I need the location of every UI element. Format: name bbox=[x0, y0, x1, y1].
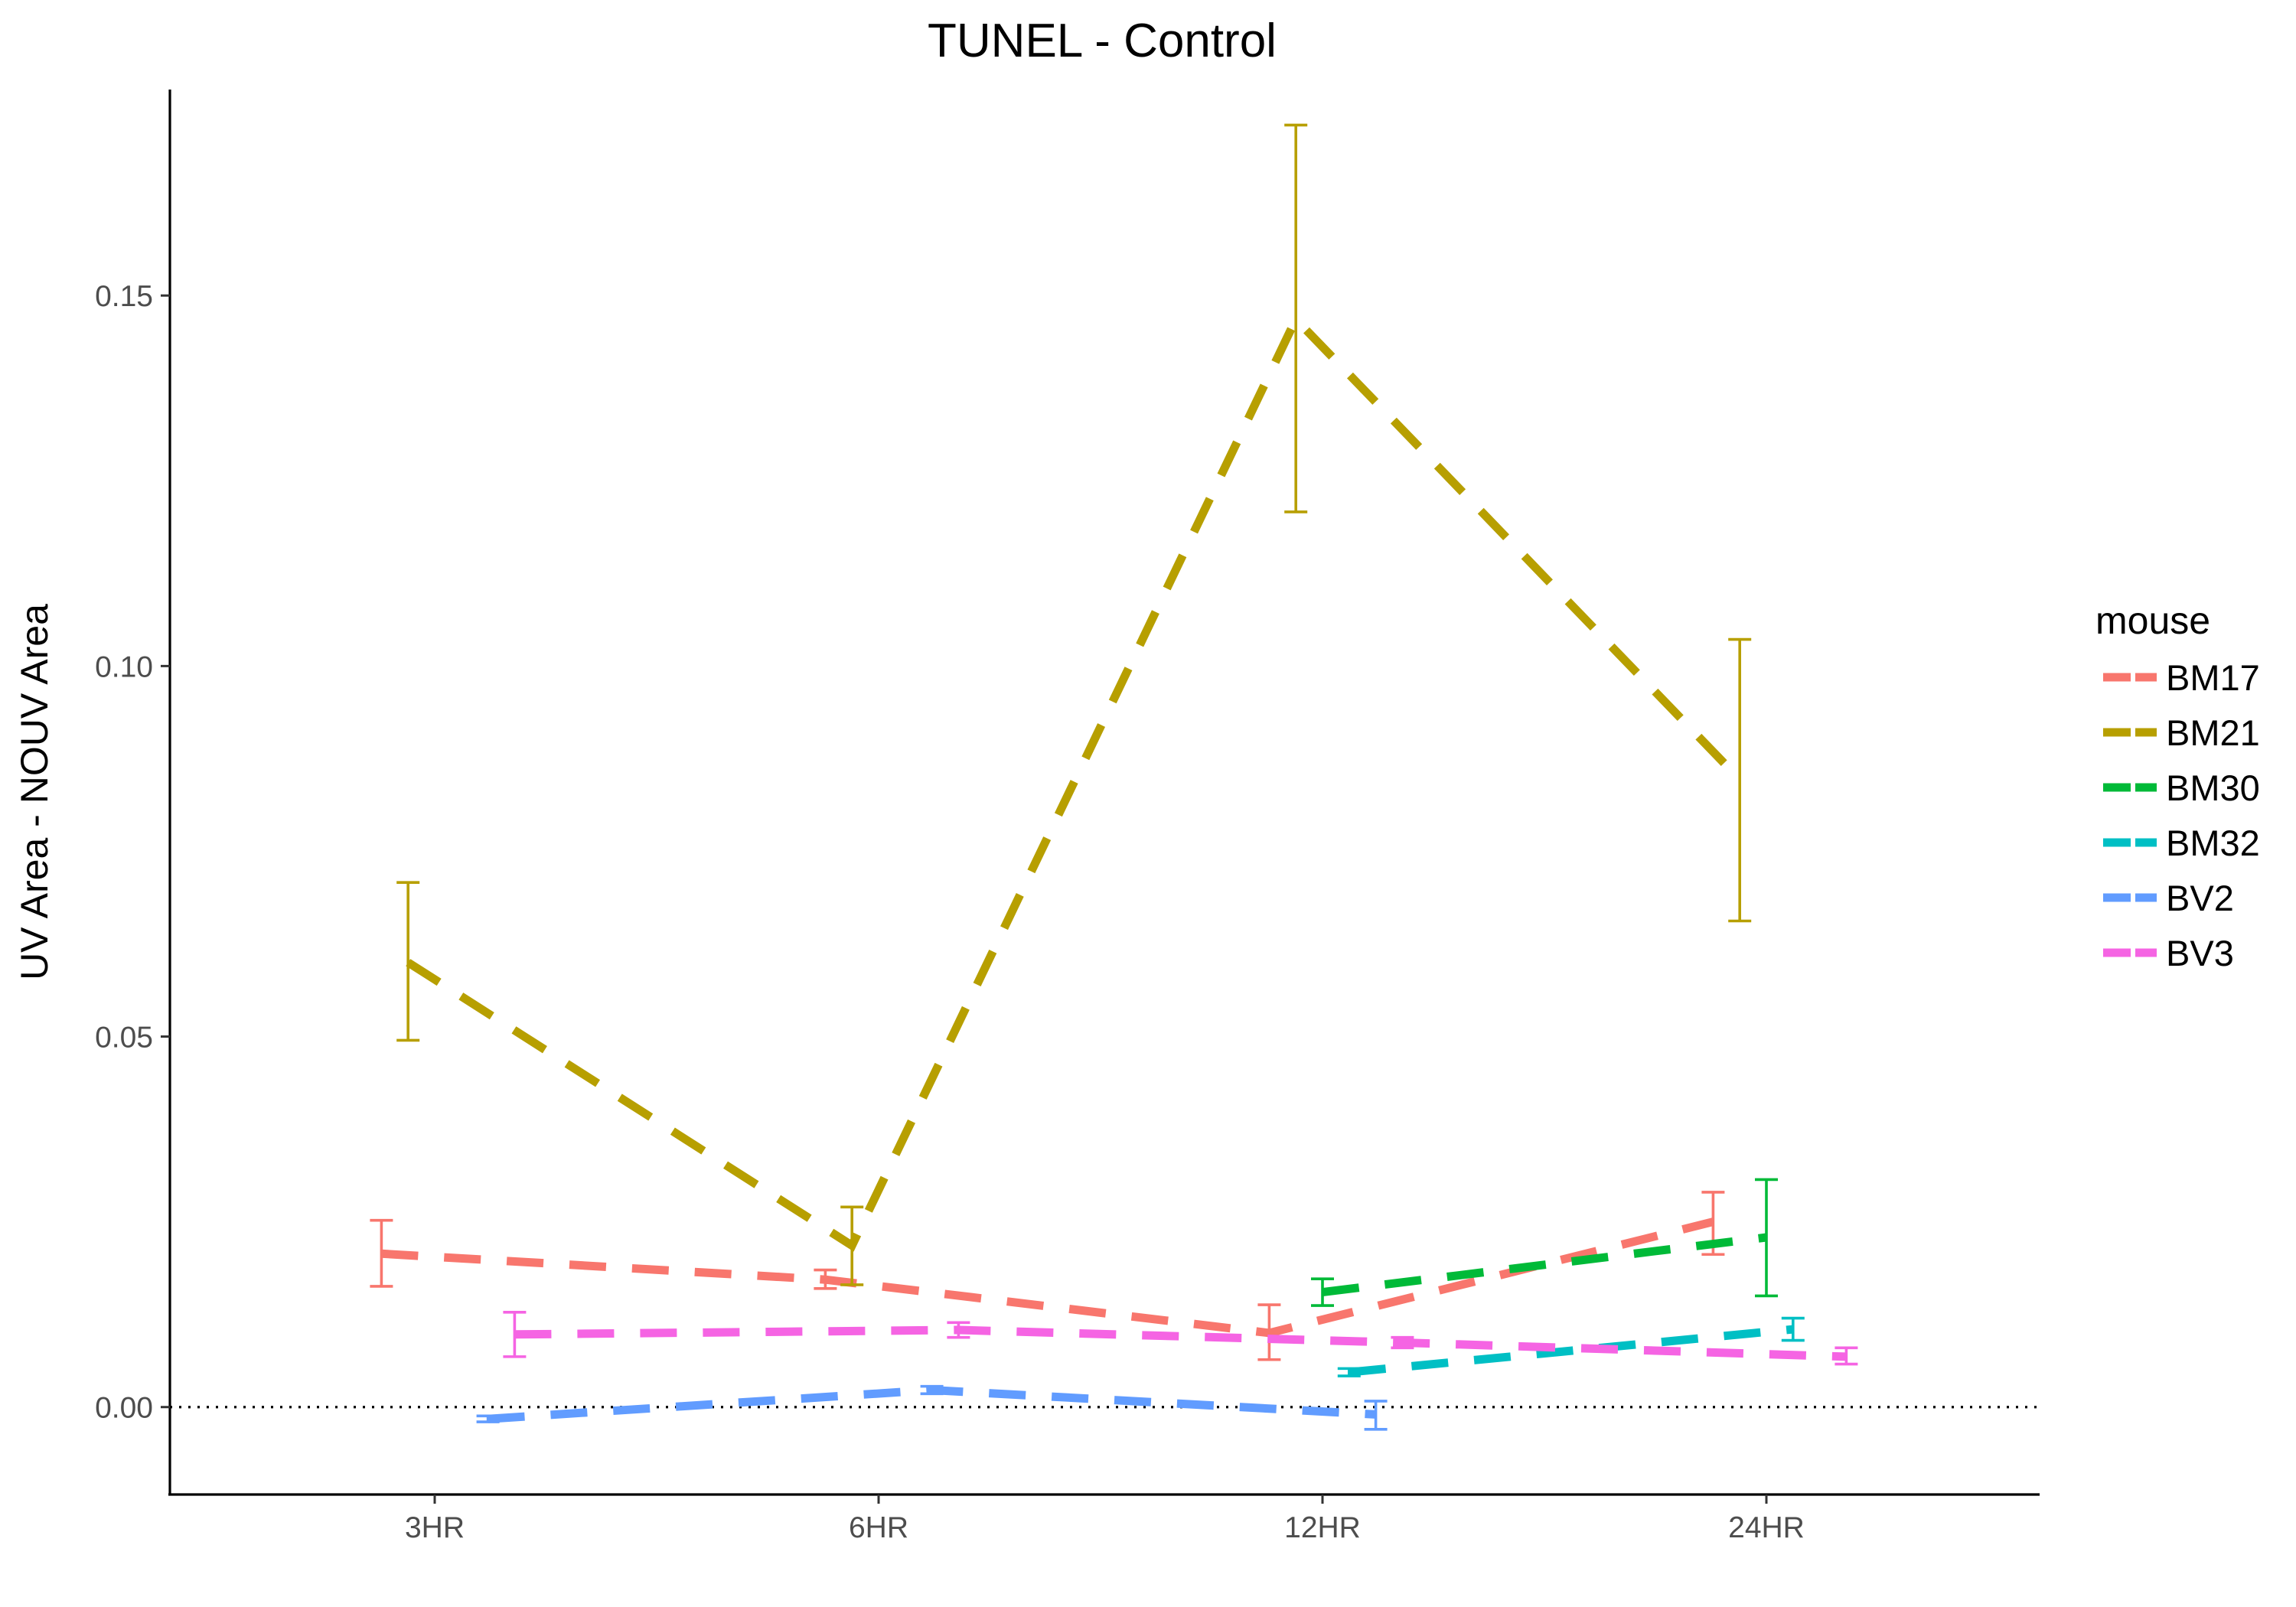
x-tick-label: 24HR bbox=[1728, 1511, 1805, 1544]
x-tick-label: 3HR bbox=[405, 1511, 465, 1544]
data-point-bv2 bbox=[487, 1417, 490, 1420]
series-bm21 bbox=[396, 123, 1752, 1286]
data-point-bv2 bbox=[1375, 1413, 1378, 1416]
series-line-bv3 bbox=[514, 1325, 1847, 1361]
chart-title: TUNEL - Control bbox=[928, 15, 1277, 67]
series-line-bv2 bbox=[488, 1385, 1376, 1423]
data-point-bv3 bbox=[1401, 1341, 1404, 1344]
data-point-bm32 bbox=[1348, 1371, 1351, 1374]
data-point-bm17 bbox=[1711, 1221, 1714, 1224]
series-line-bm32 bbox=[1349, 1325, 1794, 1377]
data-point-bv3 bbox=[513, 1333, 516, 1336]
data-point-bm17 bbox=[823, 1278, 827, 1281]
error-bar-bm21 bbox=[1284, 123, 1308, 513]
error-bar-bm17 bbox=[370, 1218, 393, 1288]
legend-label: BV2 bbox=[2166, 878, 2234, 918]
data-point-bm30 bbox=[1321, 1291, 1324, 1294]
series-line-bm30 bbox=[1322, 1233, 1767, 1297]
legend-title: mouse bbox=[2095, 599, 2210, 642]
x-axis-ticks: 3HR 6HR 12HR 24HR bbox=[405, 1495, 1805, 1544]
error-bar-bm30 bbox=[1311, 1277, 1334, 1307]
data-point-bm21 bbox=[406, 961, 409, 964]
data-point-bm17 bbox=[380, 1252, 383, 1255]
series-layer bbox=[370, 123, 1858, 1431]
error-bar-bm21 bbox=[1728, 637, 1752, 923]
legend-item-bv3: BV3 bbox=[2103, 933, 2234, 973]
data-point-bm30 bbox=[1765, 1236, 1768, 1239]
legend-label: BM21 bbox=[2166, 712, 2260, 753]
y-tick-label: 0.05 bbox=[95, 1022, 153, 1054]
data-point-bv3 bbox=[957, 1328, 960, 1332]
legend-item-bm17: BM17 bbox=[2103, 657, 2260, 698]
y-tick-label: 0.15 bbox=[95, 280, 153, 313]
error-bar-bm32 bbox=[1781, 1316, 1805, 1342]
legend-label: BM17 bbox=[2166, 657, 2260, 698]
series-bm30 bbox=[1311, 1178, 1778, 1307]
legend-label: BV3 bbox=[2166, 933, 2234, 973]
legend-items: BM17 BM21 BM30 BM32 BV2 BV3 bbox=[2103, 657, 2260, 973]
data-point-bv3 bbox=[1844, 1355, 1848, 1358]
legend-item-bm21: BM21 bbox=[2103, 712, 2260, 753]
legend-item-bm30: BM30 bbox=[2103, 768, 2260, 808]
legend-label: BM32 bbox=[2166, 823, 2260, 863]
legend-item-bv2: BV2 bbox=[2103, 878, 2234, 918]
legend-item-bm32: BM32 bbox=[2103, 823, 2260, 863]
y-axis-label: UV Area - NOUV Area bbox=[13, 604, 56, 980]
data-point-bm21 bbox=[850, 1244, 853, 1247]
error-bar-bv3 bbox=[503, 1310, 527, 1358]
error-bar-bv2 bbox=[1364, 1400, 1388, 1431]
data-point-bm32 bbox=[1792, 1328, 1795, 1331]
legend: mouse BM17 BM21 BM30 BM32 BV2 BV3 bbox=[2095, 599, 2260, 973]
y-tick-label: 0.10 bbox=[95, 650, 153, 683]
data-point-bm21 bbox=[1294, 318, 1297, 321]
data-point-bm21 bbox=[1738, 778, 1741, 781]
y-tick-label: 0.00 bbox=[95, 1392, 153, 1425]
series-line-bm17 bbox=[381, 1217, 1714, 1338]
series-bv2 bbox=[476, 1384, 1388, 1431]
series-bm17 bbox=[370, 1191, 1725, 1361]
series-bv3 bbox=[503, 1310, 1858, 1366]
series-line-bm21 bbox=[406, 311, 1743, 1252]
data-point-bv2 bbox=[931, 1388, 934, 1391]
x-tick-label: 6HR bbox=[849, 1511, 908, 1544]
y-axis-ticks: 0.00 0.05 0.10 0.15 bbox=[95, 280, 170, 1425]
series-bm32 bbox=[1337, 1316, 1805, 1377]
legend-label: BM30 bbox=[2166, 768, 2260, 808]
error-bar-bm21 bbox=[396, 881, 420, 1042]
plot-area: 0.00 0.05 0.10 0.15 3HR 6HR 12HR 24HR bbox=[95, 90, 2040, 1544]
data-point-bm17 bbox=[1267, 1332, 1270, 1335]
x-tick-label: 12HR bbox=[1284, 1511, 1361, 1544]
